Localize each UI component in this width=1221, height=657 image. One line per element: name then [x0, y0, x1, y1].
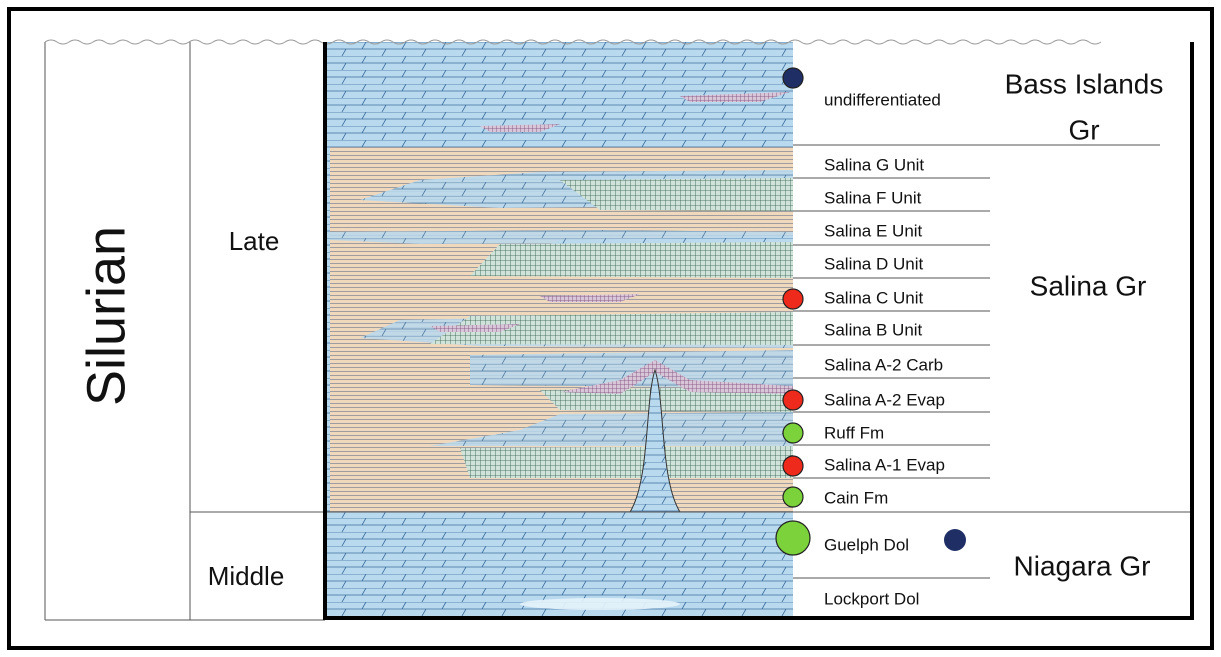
- unit-label: Salina C Unit: [824, 288, 923, 307]
- unit-label: Cain Fm: [824, 488, 888, 507]
- epoch-label: Late: [229, 226, 280, 256]
- group-label: Niagara Gr: [1014, 550, 1151, 581]
- period-label: Silurian: [76, 226, 136, 406]
- group-label: Gr: [1068, 114, 1099, 145]
- unit-label: Salina F Unit: [824, 188, 922, 207]
- unit-label: Salina A-2 Evap: [824, 390, 945, 409]
- group-label: Bass Islands: [1005, 68, 1164, 99]
- lithology-panel: [325, 42, 793, 618]
- unit-label: Salina A-2 Carb: [824, 355, 943, 374]
- unit-label: Salina B Unit: [824, 320, 923, 339]
- stratigraphic-column: Silurian Late Middle undifferentiated Sal…: [0, 0, 1221, 657]
- unit-label: Salina A-1 Evap: [824, 455, 945, 474]
- unit-label: Salina G Unit: [824, 155, 924, 174]
- unit-label: Salina E Unit: [824, 221, 923, 240]
- epoch-label: Middle: [208, 561, 285, 591]
- unit-label: Lockport Dol: [824, 589, 919, 608]
- unit-label: Salina D Unit: [824, 254, 923, 273]
- unit-label: undifferentiated: [824, 90, 941, 109]
- unit-label: Guelph Dol: [824, 535, 909, 554]
- group-label: Salina Gr: [1030, 270, 1147, 301]
- unit-label: Ruff Fm: [824, 423, 884, 442]
